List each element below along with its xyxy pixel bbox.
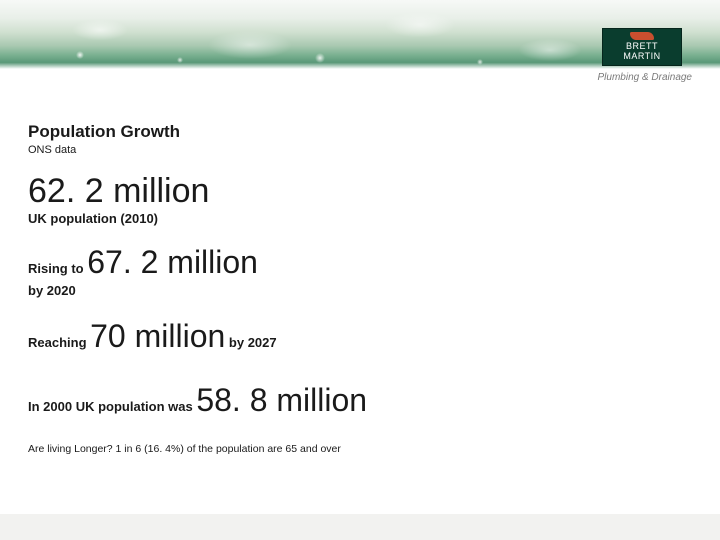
- logo-text-line2: MARTIN: [623, 52, 660, 62]
- logo-swoosh-icon: [630, 32, 654, 40]
- footnote-text: Are living Longer? 1 in 6 (16. 4%) of th…: [28, 443, 692, 455]
- brand-logo: BRETT MARTIN: [602, 28, 682, 66]
- stat-2000-value: 58. 8 million: [196, 382, 367, 418]
- stat-2020-prefix: Rising to: [28, 261, 87, 276]
- stat-2010-caption: UK population (2010): [28, 211, 692, 226]
- stat-2020: Rising to 67. 2 million by 2020: [28, 242, 692, 299]
- page-subtitle: ONS data: [28, 144, 692, 156]
- footer-band: [0, 514, 720, 540]
- header-water-band: BRETT MARTIN Plumbing & Drainage: [0, 0, 720, 92]
- stat-2027-value: 70 million: [90, 318, 225, 354]
- stat-2010: 62. 2 million UK population (2010): [28, 174, 692, 226]
- stat-2027-prefix: Reaching: [28, 335, 90, 350]
- page-title: Population Growth: [28, 122, 692, 142]
- stat-2027-suffix: by 2027: [225, 335, 276, 350]
- stat-2010-value: 62. 2 million: [28, 174, 692, 210]
- stat-2000-prefix: In 2000 UK population was: [28, 399, 196, 414]
- stat-2027: Reaching 70 million by 2027: [28, 316, 692, 358]
- stat-2000: In 2000 UK population was 58. 8 million: [28, 380, 692, 422]
- brand-tagline: Plumbing & Drainage: [598, 72, 693, 83]
- content-area: Population Growth ONS data 62. 2 million…: [0, 92, 720, 455]
- stat-2020-caption: by 2020: [28, 283, 692, 298]
- stat-2020-value: 67. 2 million: [87, 244, 258, 280]
